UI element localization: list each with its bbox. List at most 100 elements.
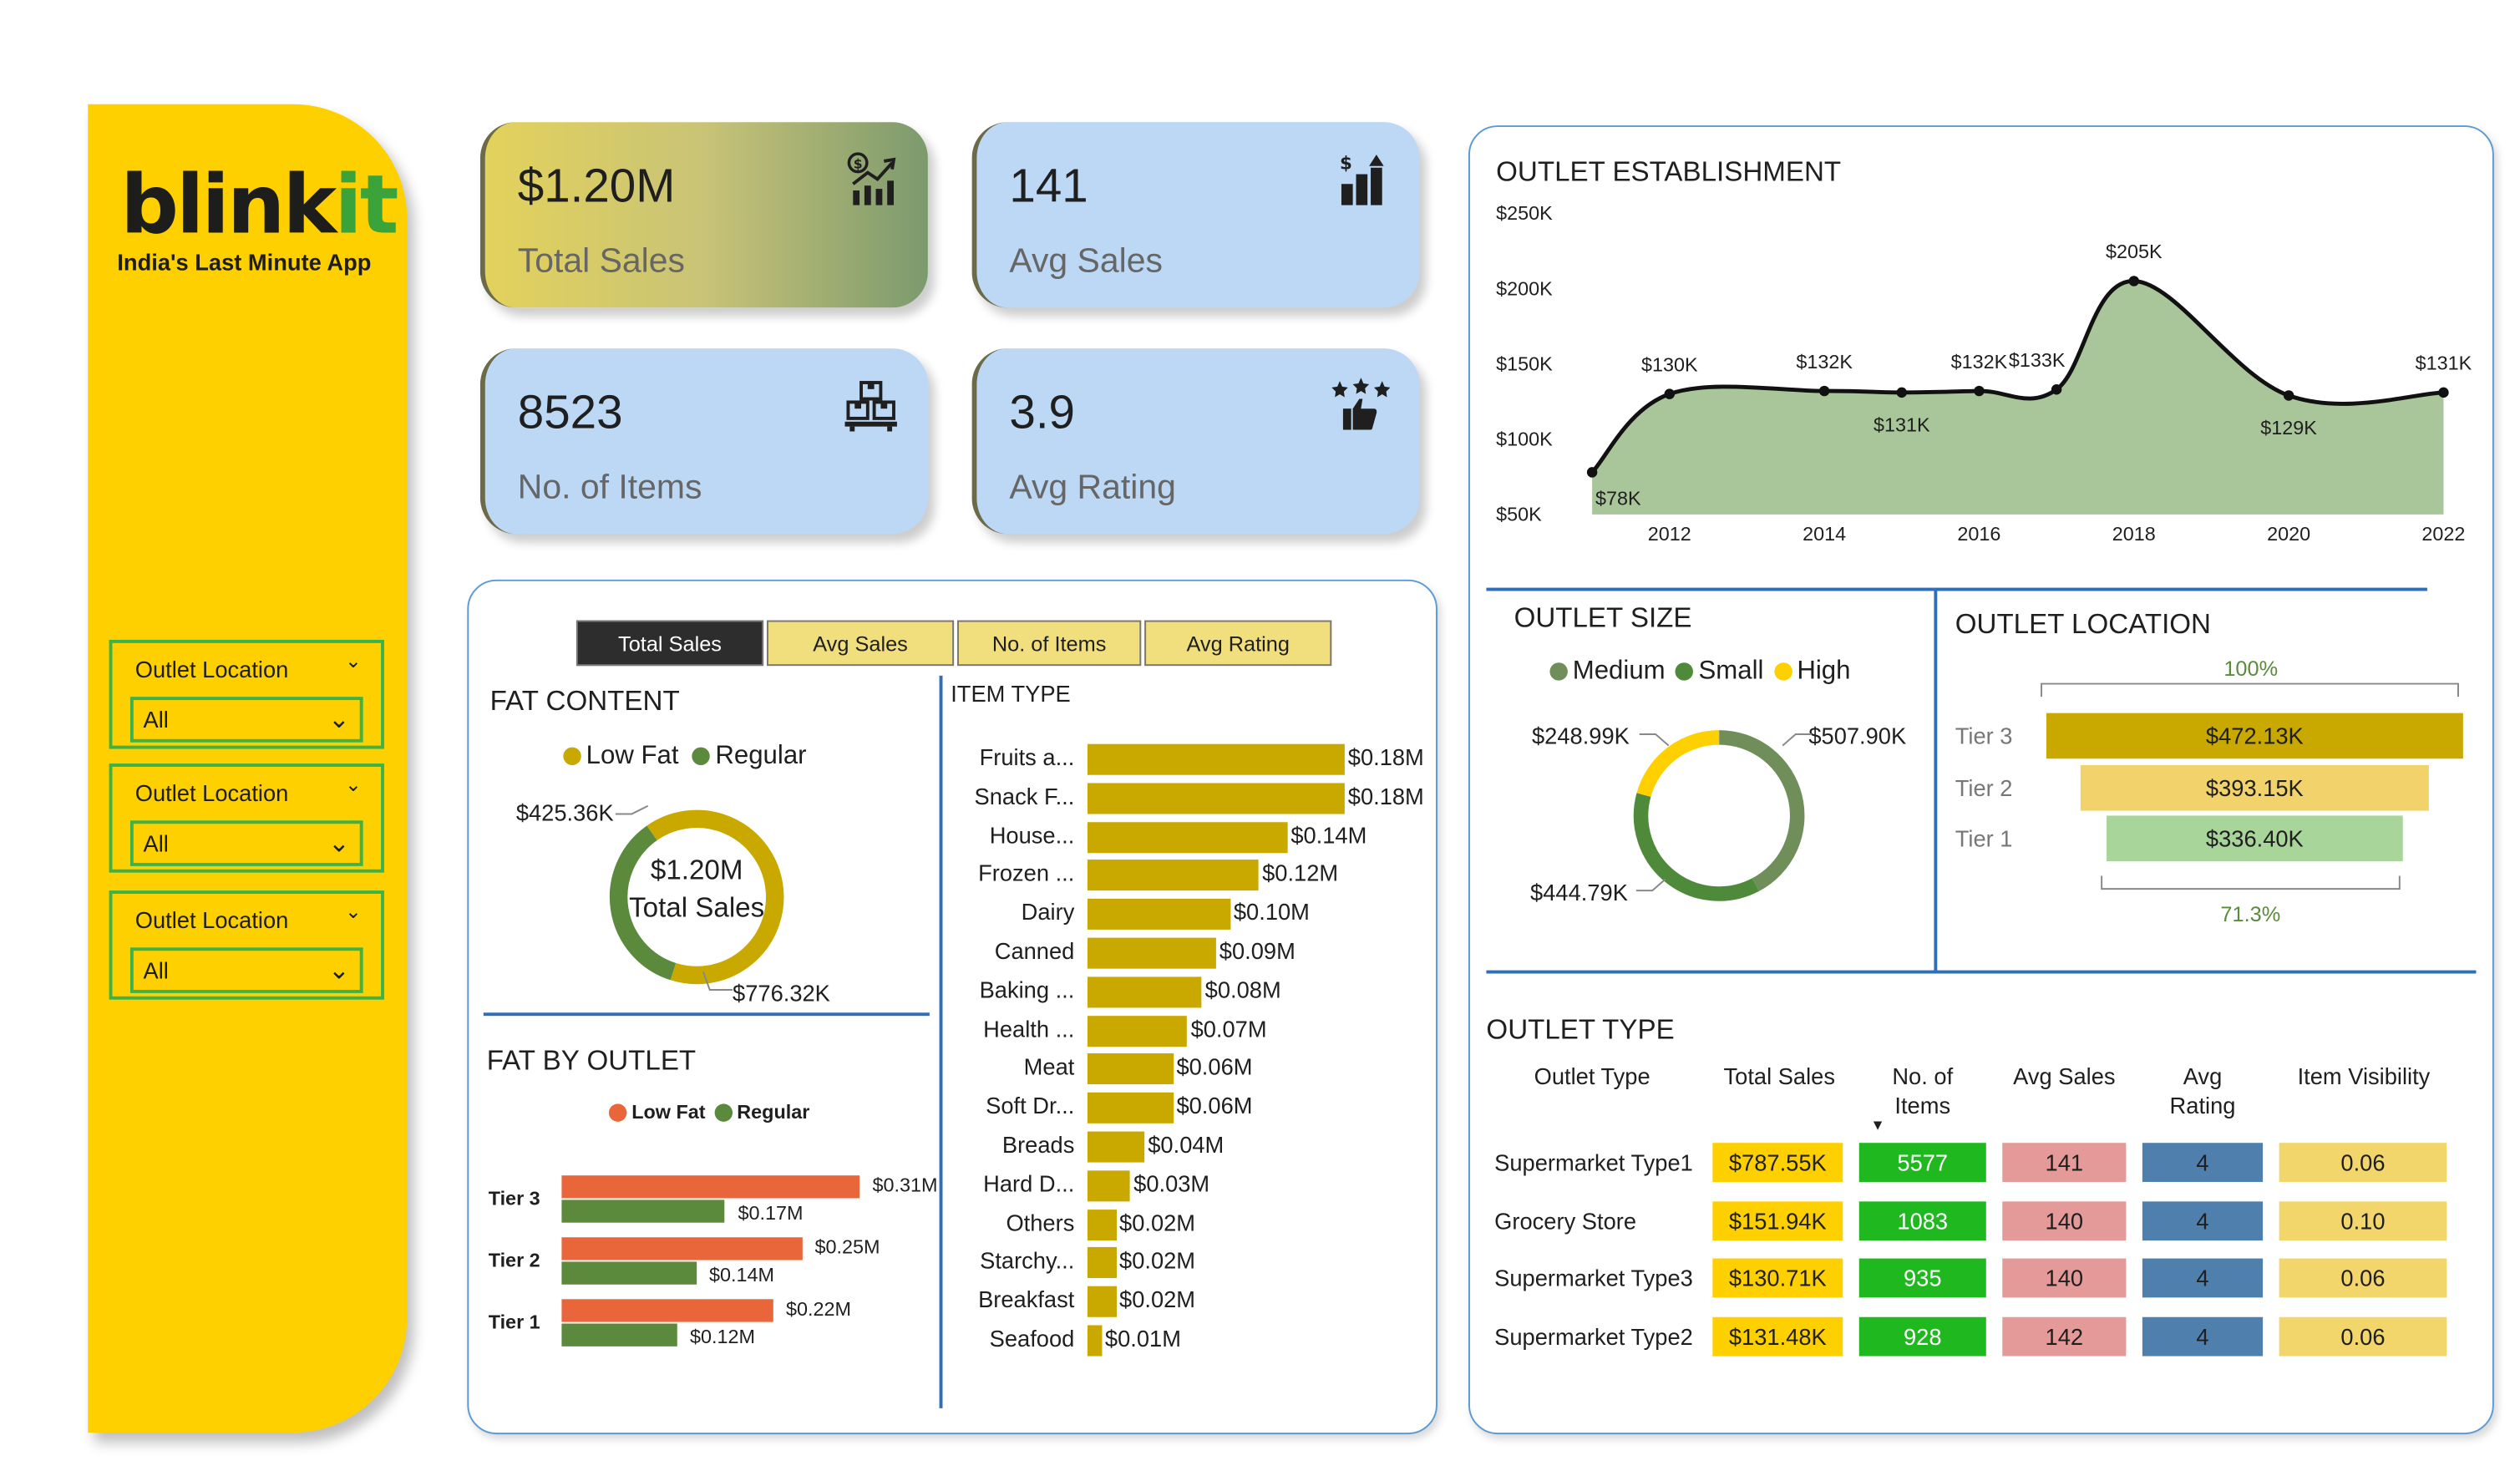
funnel-bar[interactable]: $472.13K bbox=[2046, 713, 2463, 759]
bar-regular[interactable] bbox=[561, 1261, 697, 1285]
leader-line bbox=[615, 804, 649, 815]
item-type-label: Breakfast bbox=[978, 1286, 1075, 1313]
data-point[interactable] bbox=[2051, 384, 2062, 395]
bar-low-fat[interactable] bbox=[561, 1237, 802, 1260]
item-type-bar[interactable] bbox=[1087, 743, 1345, 775]
item-type-bar[interactable] bbox=[1087, 1247, 1117, 1279]
data-point[interactable] bbox=[2438, 387, 2449, 398]
legend-dot-low-fat bbox=[563, 748, 581, 766]
y-tick-label: $200K bbox=[1496, 277, 1553, 299]
donut-slice-small[interactable] bbox=[1633, 793, 1759, 901]
bar-regular[interactable] bbox=[561, 1323, 677, 1347]
data-point[interactable] bbox=[1664, 388, 1676, 399]
chevron-down-icon[interactable]: ⌄ bbox=[327, 829, 351, 859]
slicer-outlet-location-3[interactable]: Outlet Location ⌄ All ⌄ bbox=[109, 890, 384, 1000]
item-type-title: ITEM TYPE bbox=[951, 680, 1071, 707]
data-point[interactable] bbox=[1818, 385, 1830, 397]
item-type-bar[interactable] bbox=[1087, 1093, 1174, 1124]
data-label: $131K bbox=[1874, 414, 1930, 436]
bar-value-label: $0.17M bbox=[738, 1201, 804, 1225]
slicer-value: All bbox=[143, 706, 169, 733]
slicer-dropdown[interactable]: All ⌄ bbox=[129, 947, 363, 993]
donut-center-value: $1.20M bbox=[650, 855, 743, 886]
outlet-type-name: Grocery Store bbox=[1494, 1207, 1637, 1234]
item-type-bar[interactable] bbox=[1087, 899, 1230, 931]
thumbs-up-stars-icon bbox=[1331, 378, 1391, 430]
donut-slice-low-fat[interactable] bbox=[646, 809, 784, 985]
funnel-bar[interactable]: $393.15K bbox=[2081, 764, 2429, 810]
bar-regular[interactable] bbox=[561, 1200, 725, 1223]
item-type-label: House... bbox=[989, 821, 1075, 848]
item-type-bar[interactable] bbox=[1087, 1015, 1188, 1047]
chevron-down-icon[interactable]: ⌄ bbox=[327, 957, 351, 986]
item-type-value: $0.18M bbox=[1347, 783, 1424, 809]
slicer-outlet-location-1[interactable]: Outlet Location ⌄ All ⌄ bbox=[109, 639, 384, 749]
data-point[interactable] bbox=[2128, 276, 2140, 287]
item-type-bar[interactable] bbox=[1087, 860, 1260, 891]
item-type-bar[interactable] bbox=[1087, 821, 1288, 853]
bar-value-label: $0.14M bbox=[708, 1263, 774, 1286]
slicer-title: Outlet Location bbox=[134, 779, 289, 806]
sales-chart-icon: $ bbox=[847, 152, 896, 205]
chevron-down-icon[interactable]: ⌄ bbox=[345, 900, 362, 924]
table-cell-avg-sales: 142 bbox=[2002, 1316, 2127, 1357]
chevron-down-icon[interactable]: ⌄ bbox=[345, 773, 362, 797]
tab-total-sales[interactable]: Total Sales bbox=[575, 620, 764, 667]
item-type-bar[interactable] bbox=[1087, 783, 1345, 814]
tab-avg-sales[interactable]: Avg Sales bbox=[766, 620, 955, 667]
chevron-down-icon[interactable]: ⌄ bbox=[327, 706, 351, 734]
data-point[interactable] bbox=[1974, 385, 1985, 397]
table-cell-items: 928 bbox=[1858, 1316, 1986, 1357]
item-type-bar[interactable] bbox=[1087, 1325, 1103, 1357]
item-type-bar[interactable] bbox=[1087, 1131, 1145, 1163]
boxes-icon bbox=[844, 381, 897, 432]
regular-label: $425.36K bbox=[515, 799, 614, 826]
item-type-value: $0.03M bbox=[1133, 1169, 1210, 1197]
donut-slice-high[interactable] bbox=[1636, 730, 1720, 798]
divider-vertical bbox=[1934, 591, 1938, 974]
kpi-avg-sales: 141 Avg Sales $ bbox=[971, 122, 1420, 308]
item-type-bar[interactable] bbox=[1087, 1053, 1174, 1085]
series-line[interactable] bbox=[1590, 279, 2444, 474]
funnel-bottom-pct: 71.3% bbox=[2220, 901, 2281, 926]
funnel-top-pct: 100% bbox=[2223, 656, 2279, 681]
leader-line bbox=[1635, 878, 1666, 892]
data-point[interactable] bbox=[1896, 387, 1908, 398]
tab-no-of-items[interactable]: No. of Items bbox=[957, 620, 1142, 667]
table-cell-sales: $787.55K bbox=[1712, 1143, 1843, 1182]
table-header: Total Sales bbox=[1723, 1063, 1835, 1089]
item-type-bar[interactable] bbox=[1087, 1169, 1131, 1201]
bar-low-fat[interactable] bbox=[561, 1175, 859, 1199]
item-type-bar[interactable] bbox=[1087, 976, 1202, 1008]
item-type-value: $0.02M bbox=[1119, 1286, 1196, 1313]
item-type-bar[interactable] bbox=[1087, 1209, 1117, 1240]
x-tick-label: 2022 bbox=[2421, 523, 2465, 545]
legend-dot-medium bbox=[1549, 662, 1568, 682]
sidebar: blinkit India's Last Minute App Outlet L… bbox=[88, 104, 408, 1433]
table-cell-rating: 4 bbox=[2142, 1200, 2264, 1240]
slicer-value: All bbox=[143, 957, 169, 984]
leader-line bbox=[702, 971, 733, 991]
fat-by-outlet-legend: Low Fat Regular bbox=[608, 1101, 809, 1123]
donut-slice-medium[interactable] bbox=[1719, 730, 1805, 891]
outlet-type-name: Supermarket Type3 bbox=[1494, 1266, 1693, 1292]
outlet-type-table: Outlet Type Total Sales No. of Items Avg Sa… bbox=[1470, 1062, 2496, 1387]
funnel-bar[interactable]: $336.40K bbox=[2106, 815, 2404, 862]
item-type-bar[interactable] bbox=[1087, 1286, 1117, 1318]
item-type-bar[interactable] bbox=[1087, 937, 1216, 969]
table-cell-avg-sales: 140 bbox=[2002, 1200, 2127, 1240]
slicer-outlet-location-2[interactable]: Outlet Location ⌄ All ⌄ bbox=[109, 763, 384, 873]
x-tick-label: 2018 bbox=[2112, 523, 2156, 545]
data-point[interactable] bbox=[1586, 467, 1598, 478]
tab-avg-rating[interactable]: Avg Rating bbox=[1144, 620, 1332, 667]
outlet-type-name: Supermarket Type1 bbox=[1494, 1149, 1693, 1176]
donut-slice-regular[interactable] bbox=[609, 825, 677, 981]
tier-label: Tier 2 bbox=[488, 1248, 540, 1272]
slicer-dropdown[interactable]: All ⌄ bbox=[129, 820, 363, 866]
bar-low-fat[interactable] bbox=[561, 1299, 773, 1322]
table-header: Avg Rating bbox=[2169, 1063, 2236, 1118]
slicer-dropdown[interactable]: All ⌄ bbox=[129, 697, 363, 743]
chevron-down-icon[interactable]: ⌄ bbox=[345, 649, 362, 672]
fat-by-outlet-title: FAT BY OUTLET bbox=[486, 1045, 697, 1077]
data-point[interactable] bbox=[2283, 390, 2294, 401]
